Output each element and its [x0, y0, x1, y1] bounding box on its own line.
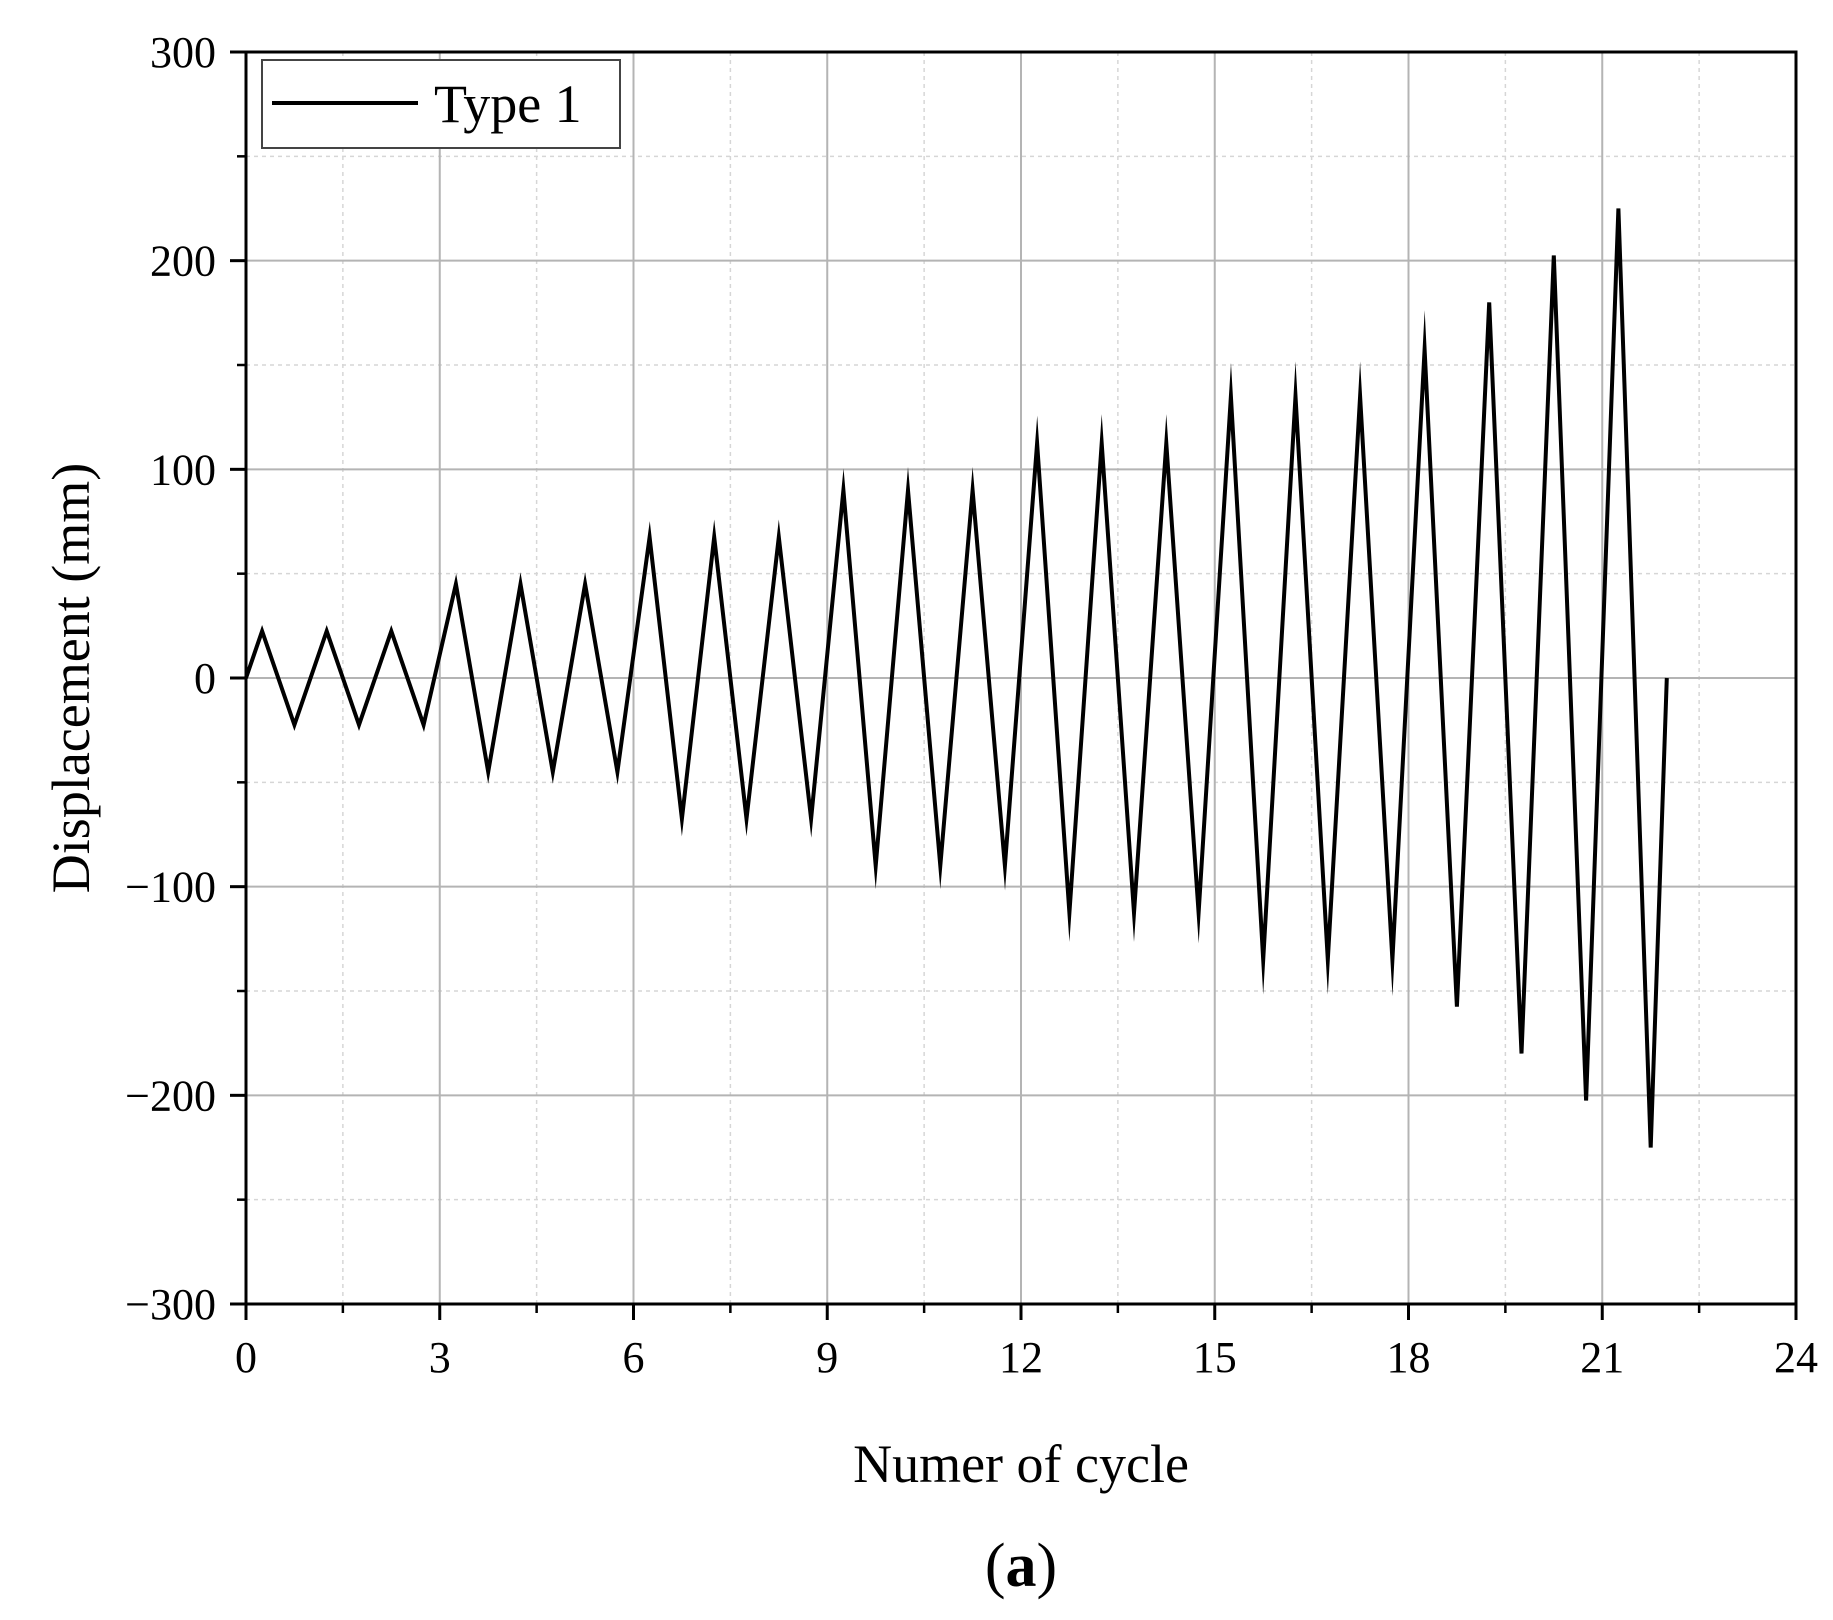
- x-tick-label: 18: [1387, 1333, 1431, 1382]
- y-tick-label: −200: [125, 1071, 216, 1120]
- y-tick-label: −300: [125, 1280, 216, 1329]
- caption-open-paren: (: [985, 1532, 1006, 1600]
- series-layer: [244, 208, 1669, 1148]
- figure-caption: (a): [985, 1532, 1057, 1600]
- y-tick-label: 300: [150, 28, 216, 77]
- x-tick-label: 21: [1580, 1333, 1624, 1382]
- y-tick-labels: −300 −200 −100 0 100 200 300: [125, 28, 216, 1329]
- y-tick-label: −100: [125, 863, 216, 912]
- y-axis-title: Displacement (mm): [41, 463, 101, 893]
- legend: Type 1: [261, 59, 621, 149]
- x-tick-label: 0: [235, 1333, 257, 1382]
- x-tick-label: 9: [816, 1333, 838, 1382]
- caption-close-paren: ): [1037, 1532, 1058, 1600]
- x-tick-label: 12: [999, 1333, 1043, 1382]
- caption-letter: a: [1006, 1532, 1037, 1600]
- x-tick-labels: 0 3 6 9 12 15 18 21 24: [235, 1333, 1818, 1382]
- y-tick-label: 100: [150, 445, 216, 494]
- x-axis-title: Numer of cycle: [853, 1434, 1189, 1494]
- series-line-type-1: [244, 208, 1669, 1148]
- x-tick-label: 3: [429, 1333, 451, 1382]
- y-tick-label: 200: [150, 237, 216, 286]
- axis-ticks: [230, 50, 1798, 1320]
- x-tick-label: 24: [1774, 1333, 1818, 1382]
- x-tick-label: 6: [623, 1333, 645, 1382]
- x-tick-label: 15: [1193, 1333, 1237, 1382]
- legend-label-type-1: Type 1: [434, 74, 582, 134]
- y-tick-label: 0: [194, 654, 216, 703]
